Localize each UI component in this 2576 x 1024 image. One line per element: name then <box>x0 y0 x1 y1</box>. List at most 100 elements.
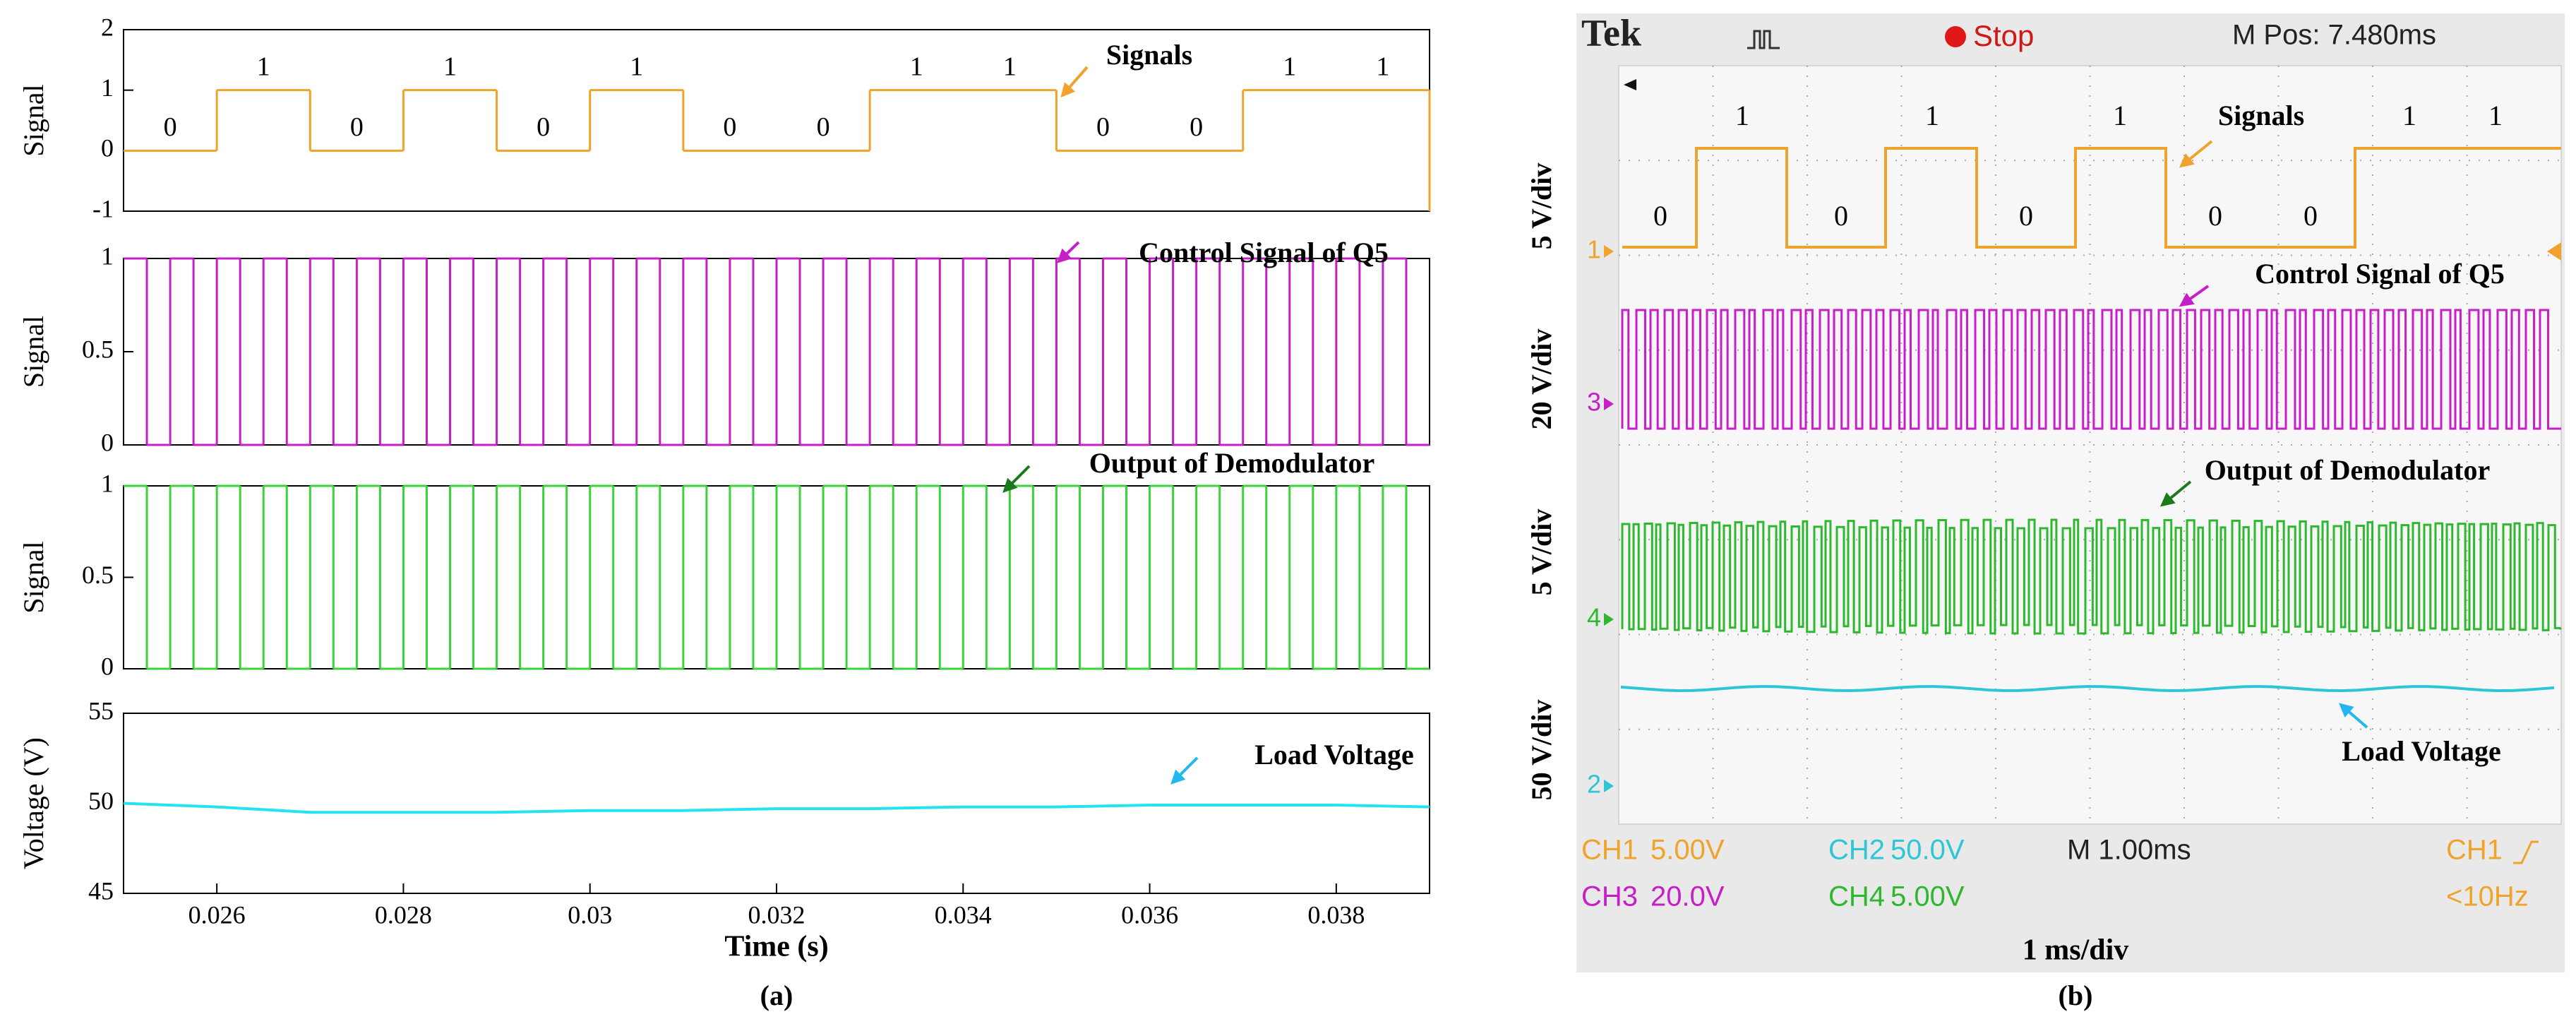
x-tick-label: 0.03 <box>568 900 612 929</box>
bit-label: 1 <box>1735 100 1749 131</box>
annotation-arrow <box>2179 285 2210 307</box>
scope-trace <box>1621 518 2562 635</box>
trigger-icon <box>1747 30 1780 49</box>
y-tick-label: 2 <box>101 13 114 41</box>
scope-brand: Tek <box>1581 11 1641 54</box>
channel-marker: 1 <box>1587 235 1601 264</box>
bit-label: 1 <box>2488 100 2503 131</box>
bit-label: 0 <box>817 112 830 142</box>
x-axis-label: Time (s) <box>724 931 828 963</box>
y-axis-label: Signal <box>18 541 49 613</box>
scope-screen <box>1618 65 2562 825</box>
readout: M 1.00ms <box>2067 835 2191 866</box>
channel-marker: 4 <box>1587 603 1601 632</box>
x-tick-label: 0.026 <box>188 900 246 929</box>
annotation-arrow <box>2159 480 2192 507</box>
channel-marker-arrow <box>1604 613 1614 626</box>
bit-label: 1 <box>1376 52 1389 81</box>
y-tick-label: -1 <box>92 194 114 222</box>
annotation: Signals <box>2218 100 2304 131</box>
bit-label: 0 <box>350 112 364 142</box>
annotation-arrow <box>1002 465 1031 493</box>
x-tick-label: 0.028 <box>375 900 432 929</box>
readout: 20.0V <box>1651 881 1725 912</box>
channel-marker: 2 <box>1587 770 1601 799</box>
y-axis-label: Signal <box>18 316 49 388</box>
x-tick-label: 0.036 <box>1121 900 1178 929</box>
x-tick-label: 0.038 <box>1307 900 1365 929</box>
annotation: Control Signal of Q5 <box>1139 237 1389 268</box>
scale-label: 5 V/div <box>1526 163 1557 250</box>
bit-label: 0 <box>2304 200 2318 232</box>
scope-xlabel: 1 ms/div <box>2023 934 2129 967</box>
annotation: Output of Demodulator <box>2205 454 2490 486</box>
channel-marker: 3 <box>1587 388 1601 417</box>
y-axis-label: Voltage (V) <box>18 737 49 869</box>
annotation-arrow <box>1057 241 1080 263</box>
y-tick-label: 1 <box>101 73 114 102</box>
bit-label: 0 <box>1096 112 1110 142</box>
bit-label: 0 <box>164 112 177 142</box>
bit-label: 1 <box>2402 100 2416 131</box>
bit-label: 0 <box>723 112 736 142</box>
bit-label: 0 <box>1190 112 1203 142</box>
scope-state: Stop <box>1973 19 2034 52</box>
readout: CH1 <box>2446 835 2503 866</box>
bit-label: 1 <box>2113 100 2127 131</box>
trigger-marker <box>2547 242 2561 261</box>
scope-trace <box>1621 685 2555 692</box>
bit-label: 0 <box>537 112 550 142</box>
plot-frame <box>123 29 1430 212</box>
y-tick-label: 0 <box>101 428 114 456</box>
channel-marker-arrow <box>1604 780 1614 792</box>
stop-icon <box>1945 26 1966 47</box>
bit-label: 1 <box>1003 52 1017 81</box>
annotation: Output of Demodulator <box>1089 447 1374 479</box>
scope-position: M Pos: 7.480ms <box>2232 20 2436 51</box>
readout: <10Hz <box>2446 881 2529 912</box>
x-tick-label: 0.032 <box>748 900 805 929</box>
bit-label: 0 <box>1653 200 1667 232</box>
bit-label: 1 <box>630 52 643 81</box>
annotation-arrow <box>1170 756 1199 785</box>
readout: CH3 <box>1581 881 1638 912</box>
y-tick-label: 0 <box>101 134 114 162</box>
y-tick-label: 0.5 <box>82 561 114 589</box>
y-tick-label: 0.5 <box>82 335 114 363</box>
y-tick-label: 1 <box>101 242 114 270</box>
slope-icon <box>2513 840 2539 864</box>
y-tick-label: 0 <box>101 652 114 680</box>
scope-trace <box>1622 147 2561 249</box>
y-tick-label: 55 <box>88 696 114 725</box>
annotation: Control Signal of Q5 <box>2255 258 2505 290</box>
y-axis-label: Signal <box>18 84 49 156</box>
scope-trace <box>1621 309 2561 430</box>
y-tick-label: 45 <box>88 876 114 905</box>
annotation-arrow <box>1060 66 1089 98</box>
bit-label: 1 <box>1925 100 1939 131</box>
scale-label: 50 V/div <box>1526 700 1557 801</box>
scale-label: 20 V/div <box>1526 329 1557 430</box>
readout: 50.0V <box>1891 835 1965 866</box>
readout: CH1 <box>1581 835 1638 866</box>
channel-marker-arrow <box>1604 398 1614 410</box>
plot-frame <box>123 713 1430 894</box>
bit-label: 0 <box>1834 200 1848 232</box>
bit-label: 1 <box>257 52 270 81</box>
annotation: Load Voltage <box>2342 735 2501 767</box>
bit-label: 1 <box>443 52 457 81</box>
y-tick-label: 50 <box>88 787 114 815</box>
annotation-arrow <box>2338 703 2368 729</box>
bit-label: 1 <box>1283 52 1296 81</box>
line <box>123 802 1430 814</box>
caption: (a) <box>760 980 793 1011</box>
annotation: Signals <box>1106 39 1192 71</box>
readout: 5.00V <box>1651 835 1725 866</box>
channel-marker-arrow <box>1604 245 1614 258</box>
annotation-arrow <box>2179 140 2213 168</box>
readout: CH2 <box>1828 835 1885 866</box>
y-tick-label: 1 <box>101 469 114 497</box>
readout: CH4 <box>1828 881 1885 912</box>
bit-label: 1 <box>910 52 923 81</box>
